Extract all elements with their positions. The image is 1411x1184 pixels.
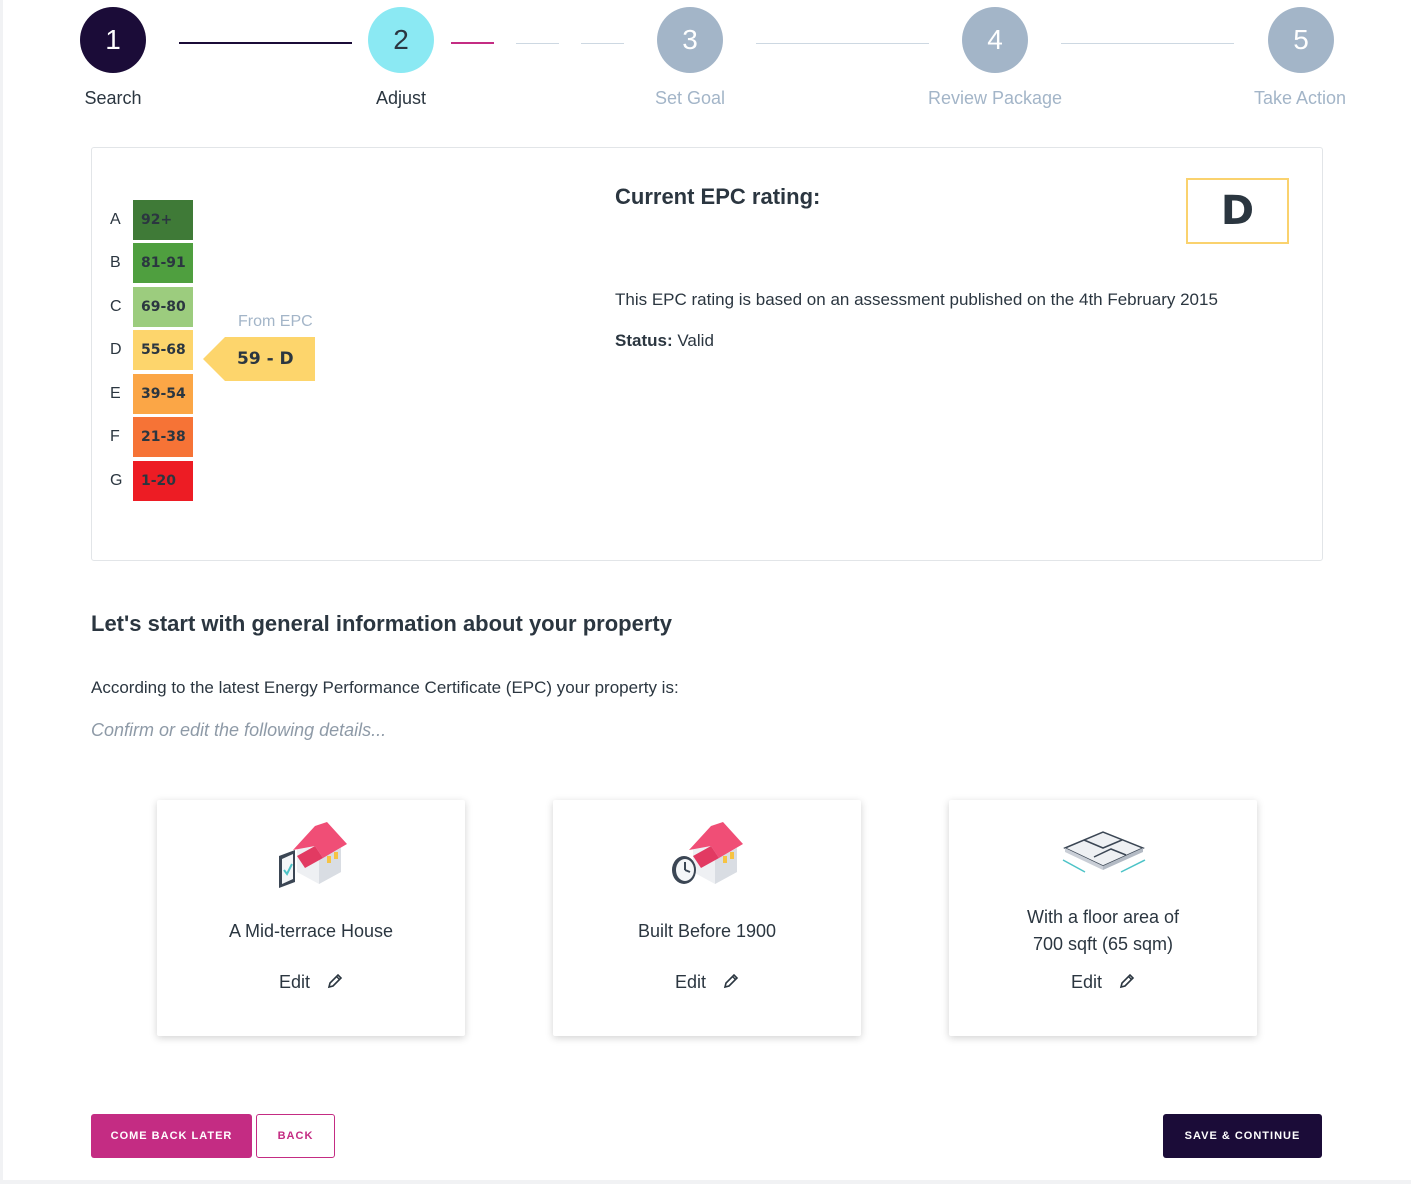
epc-band-bar: 39-54 — [133, 374, 193, 414]
epc-band-letter: A — [110, 211, 121, 228]
epc-band-letter: G — [110, 472, 123, 489]
from-epc-label: From EPC — [238, 313, 313, 330]
property-age-card: Built Before 1900 Edit — [553, 800, 861, 1036]
current-rating-value: 59 - D — [237, 349, 294, 369]
epc-band-bar: 81-91 — [133, 243, 193, 283]
step-1-circle[interactable]: 1 — [80, 7, 146, 73]
floor-plan-icon — [1059, 826, 1149, 882]
property-type-card: A Mid-terrace House Edit — [157, 800, 465, 1036]
back-button[interactable]: BACK — [256, 1114, 335, 1158]
assessment-text: This EPC rating is based on an assessmen… — [615, 290, 1218, 309]
progress-stepper: 1 2 3 4 5 Search Adjust Set Goal Review … — [0, 0, 1411, 120]
step-connector-2-3-segment — [581, 43, 624, 44]
hint-text: Confirm or edit the following details... — [91, 720, 387, 740]
section-title: Let's start with general information abo… — [91, 611, 672, 636]
floor-area-line-1: With a floor area of — [1026, 907, 1180, 927]
step-5-label: Take Action — [1253, 88, 1347, 108]
page-left-edge — [0, 0, 3, 1184]
intro-text: According to the latest Energy Performan… — [91, 678, 679, 697]
epc-band-letter: D — [110, 341, 122, 358]
epc-status: Status: Valid — [615, 331, 714, 351]
epc-band-bar: 69-80 — [133, 287, 193, 327]
step-3-label: Set Goal — [654, 88, 726, 108]
epc-band-letter: E — [110, 385, 121, 402]
step-2-label[interactable]: Adjust — [375, 88, 427, 108]
floor-area-text: With a floor area of 700 sqft (65 sqm) — [959, 904, 1247, 958]
floor-area-card: With a floor area of 700 sqft (65 sqm) E… — [949, 800, 1257, 1036]
edit-property-type-button[interactable]: Edit — [157, 972, 465, 994]
step-5-circle: 5 — [1268, 7, 1334, 73]
epc-band-letter: F — [110, 428, 120, 445]
current-rating-marker: 59 - D — [203, 337, 315, 381]
floor-area-line-2: 700 sqft (65 sqm) — [1032, 934, 1174, 954]
edit-property-age-button[interactable]: Edit — [553, 972, 861, 994]
step-2-circle[interactable]: 2 — [368, 7, 434, 73]
epc-band-bar: 92+ — [133, 200, 193, 240]
house-checklist-icon — [275, 822, 349, 888]
property-age-line: Built Before 1900 — [637, 921, 777, 941]
step-3-circle: 3 — [657, 7, 723, 73]
come-back-later-button[interactable]: COME BACK LATER — [91, 1114, 252, 1158]
step-4-label: Review Package — [927, 88, 1063, 108]
property-age-text: Built Before 1900 — [563, 918, 851, 945]
epc-band-bar: 1-20 — [133, 461, 193, 501]
step-1-label[interactable]: Search — [84, 88, 142, 108]
status-label: Status: — [615, 331, 673, 350]
edit-floor-area-button[interactable]: Edit — [949, 972, 1257, 994]
step-connector-3-4 — [756, 43, 929, 44]
edit-label: Edit — [674, 972, 706, 992]
epc-title: Current EPC rating: — [615, 184, 821, 209]
edit-label: Edit — [1070, 972, 1102, 992]
status-value: Valid — [677, 331, 714, 350]
epc-band-bar: 21-38 — [133, 417, 193, 457]
property-type-line: A Mid-terrace House — [228, 921, 394, 941]
epc-band-letter: B — [110, 254, 121, 271]
step-connector-4-5 — [1061, 43, 1234, 44]
pencil-icon — [1119, 973, 1135, 994]
house-clock-icon — [671, 822, 745, 888]
step-connector-1-2 — [179, 42, 352, 44]
epc-band-bar: 55-68 — [133, 330, 193, 370]
step-connector-2-3-segment — [516, 43, 559, 44]
pencil-icon — [723, 973, 739, 994]
step-connector-2-3-progress — [451, 42, 494, 44]
property-type-text: A Mid-terrace House — [167, 918, 455, 945]
epc-rating-card: A 92+ B 81-91 C 69-80 D 55-68 E 39-54 F … — [91, 147, 1323, 561]
marker-arrow-shape — [203, 337, 315, 381]
page-bottom-edge — [0, 1180, 1411, 1184]
step-4-circle: 4 — [962, 7, 1028, 73]
save-continue-button[interactable]: SAVE & CONTINUE — [1163, 1114, 1322, 1158]
epc-rating-letter: D — [1186, 178, 1289, 244]
epc-band-letter: C — [110, 298, 122, 315]
pencil-icon — [327, 973, 343, 994]
edit-label: Edit — [278, 972, 310, 992]
